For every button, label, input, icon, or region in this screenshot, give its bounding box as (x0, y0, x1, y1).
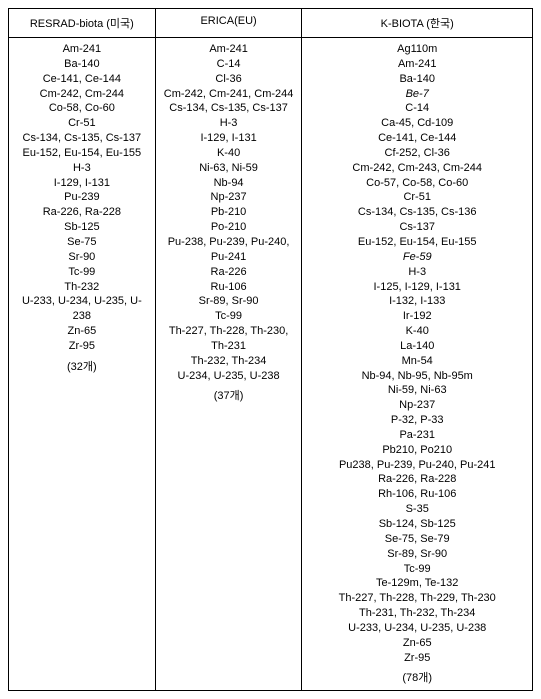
list-item: Pu238, Pu-239, Pu-240, Pu-241 (308, 458, 526, 473)
list-item: Nb-94, Nb-95, Nb-95m (308, 369, 526, 384)
list-item: U-233, U-234, U-235, U-238 (308, 621, 526, 636)
list-item: Th-231, Th-232, Th-234 (308, 606, 526, 621)
list-item: Nb-94 (162, 176, 296, 191)
list-item: Th-232, Th-234 (162, 354, 296, 369)
list-item: Zn-65 (308, 636, 526, 651)
list-item: Cm-242, Cm-241, Cm-244 (162, 87, 296, 102)
list-item: Cs-134, Cs-135, Cs-137 (162, 101, 296, 116)
list-item: Cm-242, Cm-243, Cm-244 (308, 161, 526, 176)
list-item: C-14 (162, 57, 296, 72)
list-item: Eu-152, Eu-154, Eu-155 (308, 235, 526, 250)
list-item: Zr-95 (15, 339, 149, 354)
list-item: C-14 (308, 101, 526, 116)
list-item: H-3 (15, 161, 149, 176)
list-item: La-140 (308, 339, 526, 354)
list-item: Co-58, Co-60 (15, 101, 149, 116)
list-item: Th-232 (15, 280, 149, 295)
list-item: Tc-99 (162, 309, 296, 324)
list-item: H-3 (162, 116, 296, 131)
list-item: Mn-54 (308, 354, 526, 369)
list-item: Se-75 (15, 235, 149, 250)
list-item: Cr-51 (308, 190, 526, 205)
list-item: Ni-59, Ni-63 (308, 383, 526, 398)
list-item: Ba-140 (308, 72, 526, 87)
list-item: Tc-99 (15, 265, 149, 280)
header-row: RESRAD-biota (미국) ERICA(EU) K-BIOTA (한국) (9, 9, 533, 38)
list-col2: Am-241C-14Cl-36Cm-242, Cm-241, Cm-244Cs-… (162, 42, 296, 404)
list-item: Cf-252, Cl-36 (308, 146, 526, 161)
list-item: Ra-226 (162, 265, 296, 280)
count-label: (32개) (15, 360, 149, 375)
list-item: Tc-99 (308, 562, 526, 577)
list-item: I-125, I-129, I-131 (308, 280, 526, 295)
list-item: Ca-45, Cd-109 (308, 116, 526, 131)
list-item: Pu-238, Pu-239, Pu-240, Pu-241 (162, 235, 296, 265)
list-item: Am-241 (15, 42, 149, 57)
list-item: S-35 (308, 502, 526, 517)
list-item: Te-129m, Te-132 (308, 576, 526, 591)
list-item: Cs-137 (308, 220, 526, 235)
header-col2: ERICA(EU) (155, 9, 302, 38)
list-item: I-132, I-133 (308, 294, 526, 309)
list-item: Po-210 (162, 220, 296, 235)
list-item: Rh-106, Ru-106 (308, 487, 526, 502)
list-item: Zn-65 (15, 324, 149, 339)
list-item: K-40 (308, 324, 526, 339)
list-item: Cr-51 (15, 116, 149, 131)
list-item: Fe-59 (308, 250, 526, 265)
list-item: Ni-63, Ni-59 (162, 161, 296, 176)
list-item: Ce-141, Ce-144 (15, 72, 149, 87)
list-item: K-40 (162, 146, 296, 161)
list-item: Be-7 (308, 87, 526, 102)
list-col3: Ag110mAm-241Ba-140Be-7C-14Ca-45, Cd-109C… (308, 42, 526, 686)
list-item: Ba-140 (15, 57, 149, 72)
list-item: Se-75, Se-79 (308, 532, 526, 547)
list-item: H-3 (308, 265, 526, 280)
list-item: Np-237 (308, 398, 526, 413)
count-label: (78개) (308, 671, 526, 686)
list-item: Cs-134, Cs-135, Cs-136 (308, 205, 526, 220)
list-item: Pu-239 (15, 190, 149, 205)
list-item: Cs-134, Cs-135, Cs-137 (15, 131, 149, 146)
list-item: I-129, I-131 (15, 176, 149, 191)
list-item: Sb-125 (15, 220, 149, 235)
list-item: Th-227, Th-228, Th-230, Th-231 (162, 324, 296, 354)
list-item: Sr-89, Sr-90 (308, 547, 526, 562)
list-item: Th-227, Th-228, Th-229, Th-230 (308, 591, 526, 606)
count-label: (37개) (162, 389, 296, 404)
list-item: Ru-106 (162, 280, 296, 295)
list-item: Ag110m (308, 42, 526, 57)
list-item: Cl-36 (162, 72, 296, 87)
cell-col1: Am-241Ba-140Ce-141, Ce-144Cm-242, Cm-244… (9, 38, 156, 691)
list-item: U-234, U-235, U-238 (162, 369, 296, 384)
list-item: Sb-124, Sb-125 (308, 517, 526, 532)
list-item: Ce-141, Ce-144 (308, 131, 526, 146)
list-item: Am-241 (308, 57, 526, 72)
cell-col2: Am-241C-14Cl-36Cm-242, Cm-241, Cm-244Cs-… (155, 38, 302, 691)
list-item: Np-237 (162, 190, 296, 205)
list-item: Sr-90 (15, 250, 149, 265)
list-item: Eu-152, Eu-154, Eu-155 (15, 146, 149, 161)
list-item: Sr-89, Sr-90 (162, 294, 296, 309)
list-item: Pb210, Po210 (308, 443, 526, 458)
list-item: Co-57, Co-58, Co-60 (308, 176, 526, 191)
list-item: Pb-210 (162, 205, 296, 220)
list-col1: Am-241Ba-140Ce-141, Ce-144Cm-242, Cm-244… (15, 42, 149, 375)
cell-col3: Ag110mAm-241Ba-140Be-7C-14Ca-45, Cd-109C… (302, 38, 533, 691)
radionuclide-table: RESRAD-biota (미국) ERICA(EU) K-BIOTA (한국)… (8, 8, 533, 691)
list-item: Cm-242, Cm-244 (15, 87, 149, 102)
list-item: Ra-226, Ra-228 (308, 472, 526, 487)
data-row: Am-241Ba-140Ce-141, Ce-144Cm-242, Cm-244… (9, 38, 533, 691)
list-item: P-32, P-33 (308, 413, 526, 428)
list-item: Ir-192 (308, 309, 526, 324)
list-item: U-233, U-234, U-235, U-238 (15, 294, 149, 324)
list-item: Am-241 (162, 42, 296, 57)
list-item: Pa-231 (308, 428, 526, 443)
header-col3: K-BIOTA (한국) (302, 9, 533, 38)
list-item: Zr-95 (308, 651, 526, 666)
list-item: Ra-226, Ra-228 (15, 205, 149, 220)
header-col1: RESRAD-biota (미국) (9, 9, 156, 38)
list-item: I-129, I-131 (162, 131, 296, 146)
